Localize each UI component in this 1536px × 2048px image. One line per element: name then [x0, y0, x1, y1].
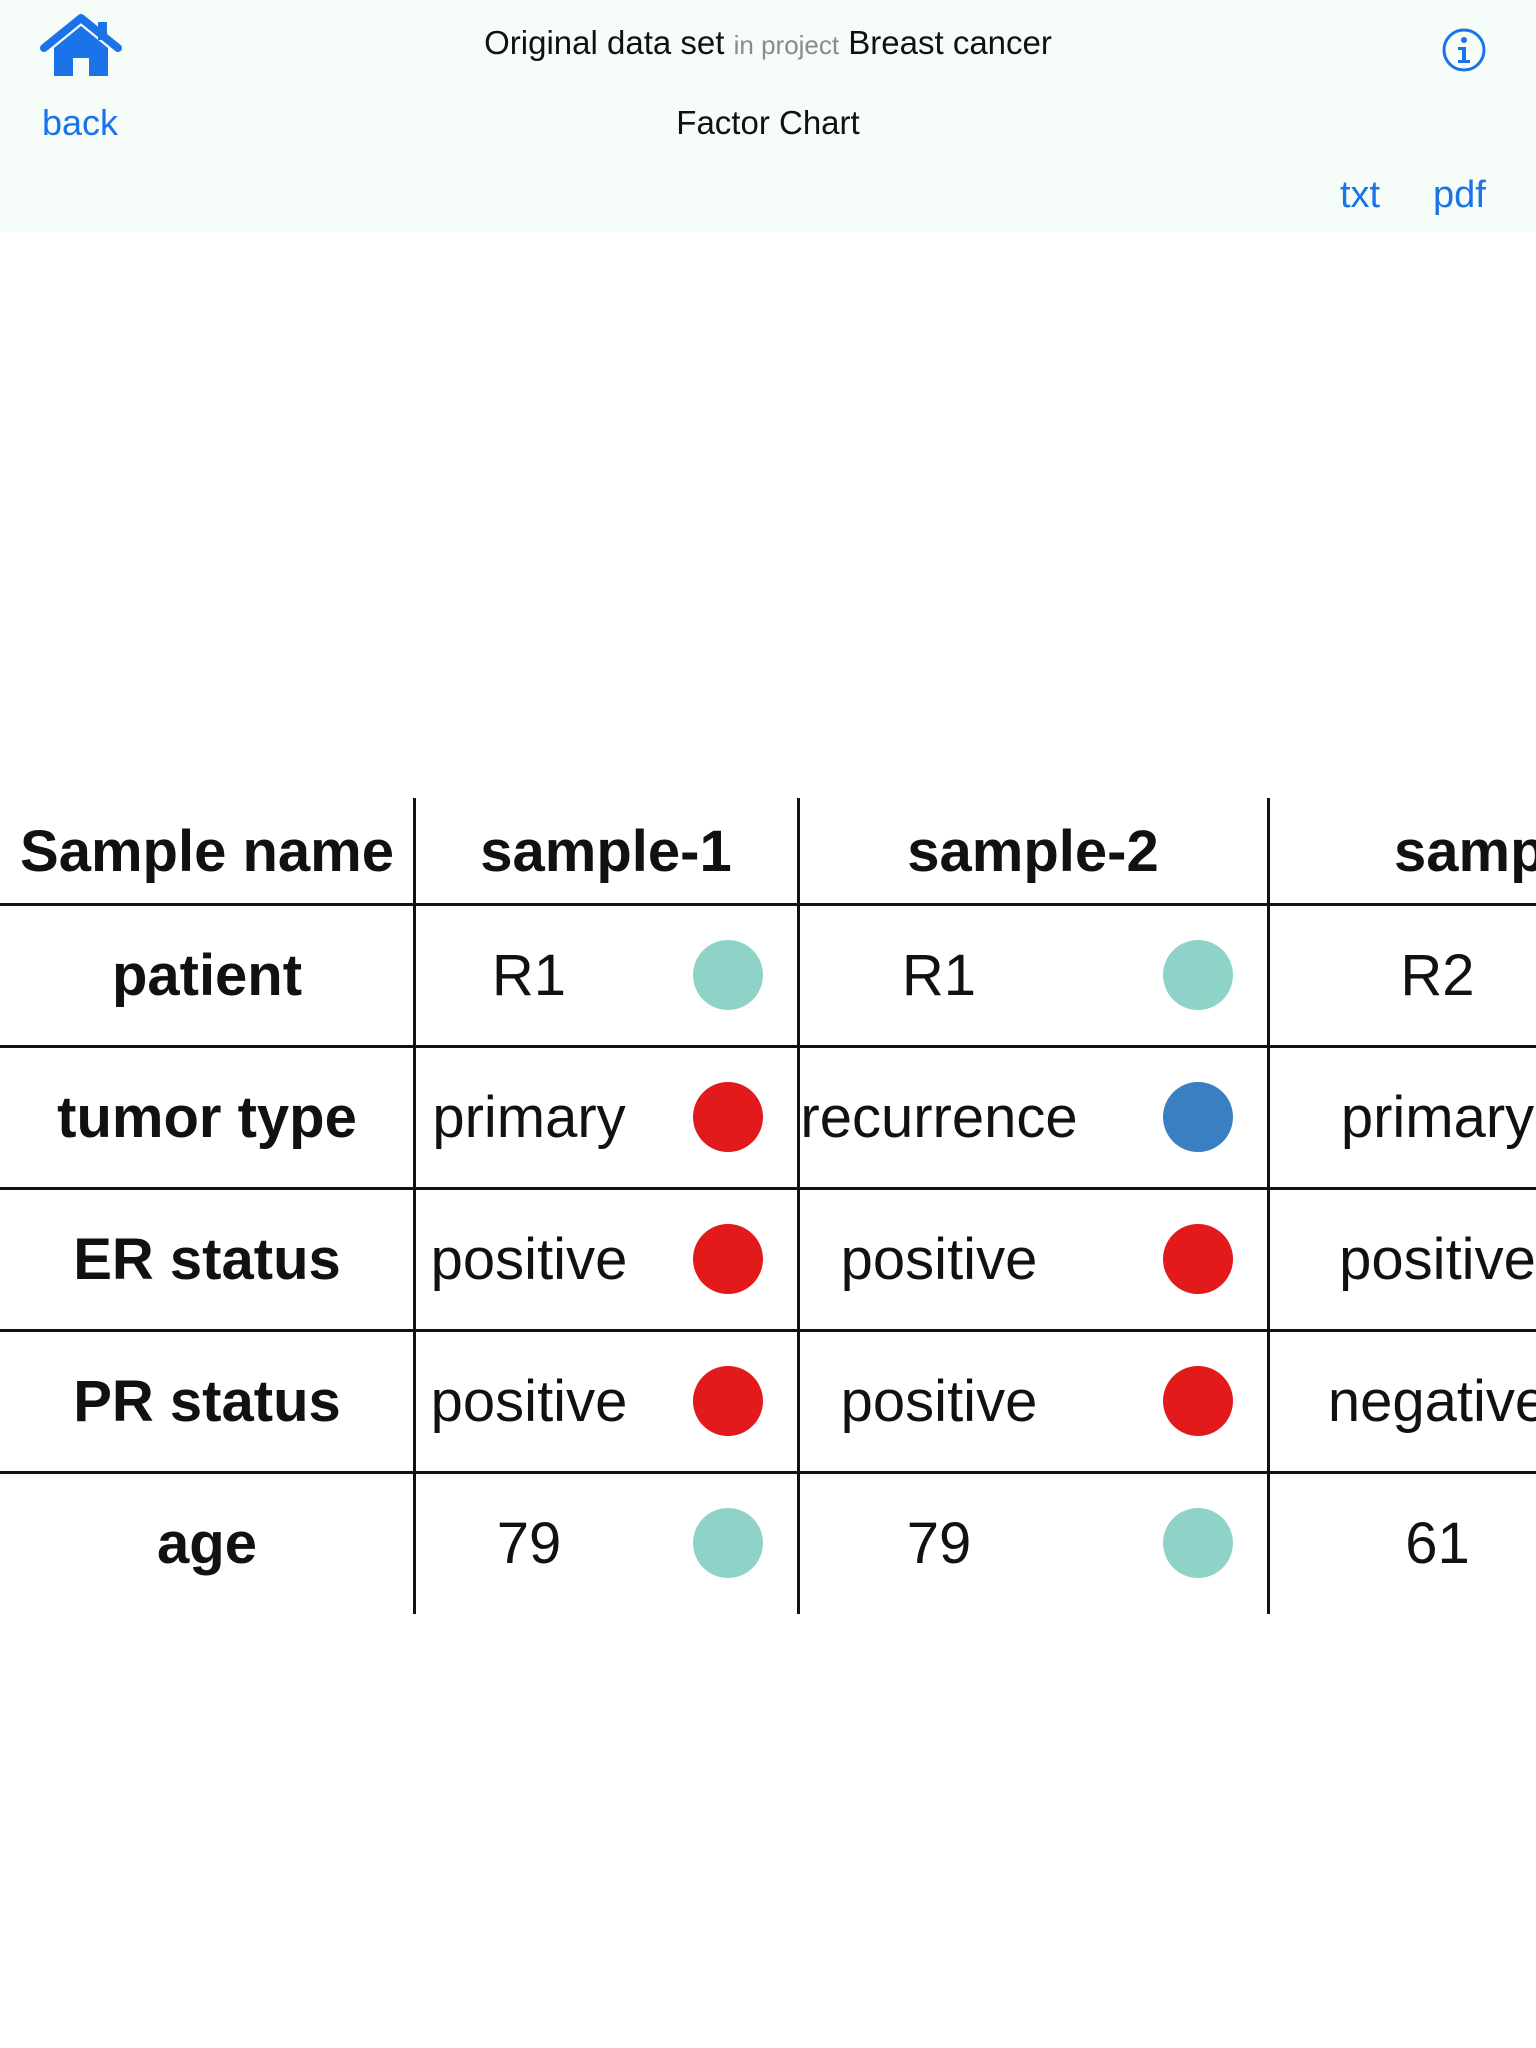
- cell-value: primary: [1340, 1084, 1535, 1150]
- row-divider: [0, 1471, 1536, 1474]
- cell-value: positive: [840, 1226, 1038, 1292]
- row-header: age: [0, 1472, 414, 1614]
- factor-color-dot: [1163, 1508, 1233, 1578]
- cell-value: R1: [491, 942, 567, 1008]
- factor-color-dot: [693, 1082, 763, 1152]
- corner-label: Sample name: [20, 818, 394, 884]
- cell-value: negative: [1327, 1368, 1536, 1434]
- table-cell: positive: [1268, 1188, 1536, 1330]
- table-cell: 61: [1268, 1472, 1536, 1614]
- row-header: patient: [0, 904, 414, 1046]
- table-cell: 79: [798, 1472, 1268, 1614]
- cell-value: primary: [432, 1084, 626, 1150]
- dataset-name: Original data set: [484, 24, 725, 61]
- column-header-label: sample: [1394, 818, 1536, 884]
- factor-label: tumor type: [57, 1084, 357, 1150]
- export-pdf-link[interactable]: pdf: [1433, 174, 1486, 216]
- factor-color-dot: [693, 1224, 763, 1294]
- row-header: PR status: [0, 1330, 414, 1472]
- factor-label: ER status: [73, 1226, 341, 1292]
- table-cell: primary: [414, 1046, 798, 1188]
- row-divider: [0, 1329, 1536, 1332]
- column-header-label: sample-1: [480, 818, 732, 884]
- home-button[interactable]: [38, 14, 124, 80]
- cell-value: positive: [1339, 1226, 1536, 1292]
- page-title: Original data set in project Breast canc…: [0, 24, 1536, 62]
- column-header-label: sample-2: [907, 818, 1159, 884]
- table-cell: 79: [414, 1472, 798, 1614]
- table-corner-header: Sample name: [0, 798, 414, 904]
- table-cell: positive: [414, 1330, 798, 1472]
- info-button[interactable]: [1441, 27, 1487, 73]
- top-bar: back Original data set in project Breast…: [0, 0, 1536, 232]
- cell-value: positive: [430, 1226, 628, 1292]
- factor-label: age: [157, 1510, 257, 1576]
- factor-color-dot: [1163, 940, 1233, 1010]
- table-cell: positive: [414, 1188, 798, 1330]
- column-divider: [413, 798, 416, 1614]
- table-cell: recurrence: [798, 1046, 1268, 1188]
- factor-label: PR status: [73, 1368, 341, 1434]
- factor-color-dot: [1163, 1224, 1233, 1294]
- view-title: Factor Chart: [676, 104, 860, 141]
- factor-color-dot: [1163, 1082, 1233, 1152]
- home-icon: [40, 14, 122, 76]
- factor-color-dot: [1163, 1366, 1233, 1436]
- cell-value: R1: [901, 942, 977, 1008]
- factor-color-dot: [693, 1508, 763, 1578]
- column-divider: [797, 798, 800, 1614]
- table-cell: R1: [798, 904, 1268, 1046]
- column-header: sample: [1268, 798, 1536, 904]
- row-divider: [0, 1045, 1536, 1048]
- cell-value: 79: [496, 1510, 562, 1576]
- export-txt-link[interactable]: txt: [1340, 174, 1381, 216]
- cell-value: 79: [906, 1510, 972, 1576]
- in-project-label: in project: [733, 30, 840, 60]
- column-header: sample-2: [798, 798, 1268, 904]
- factor-color-dot: [693, 940, 763, 1010]
- table-cell: R1: [414, 904, 798, 1046]
- column-divider: [1267, 798, 1270, 1614]
- table-cell: negative: [1268, 1330, 1536, 1472]
- cell-value: positive: [430, 1368, 628, 1434]
- cell-value: recurrence: [800, 1084, 1078, 1150]
- column-header: sample-1: [414, 798, 798, 904]
- row-header: ER status: [0, 1188, 414, 1330]
- factor-color-dot: [693, 1366, 763, 1436]
- table-cell: positive: [798, 1330, 1268, 1472]
- back-link[interactable]: back: [42, 102, 119, 143]
- row-divider: [0, 1187, 1536, 1190]
- row-header: tumor type: [0, 1046, 414, 1188]
- table-cell: R2: [1268, 904, 1536, 1046]
- row-divider: [0, 903, 1536, 906]
- factor-label: patient: [111, 942, 303, 1008]
- table-cell: positive: [798, 1188, 1268, 1330]
- factor-table: Sample name sample-1 sample-2 sample patient…: [0, 798, 1536, 1614]
- table-cell: primary: [1268, 1046, 1536, 1188]
- cell-value: positive: [840, 1368, 1038, 1434]
- cell-value: 61: [1405, 1510, 1470, 1576]
- cell-value: R2: [1400, 942, 1475, 1008]
- project-name: Breast cancer: [848, 24, 1052, 61]
- info-icon: [1442, 28, 1486, 72]
